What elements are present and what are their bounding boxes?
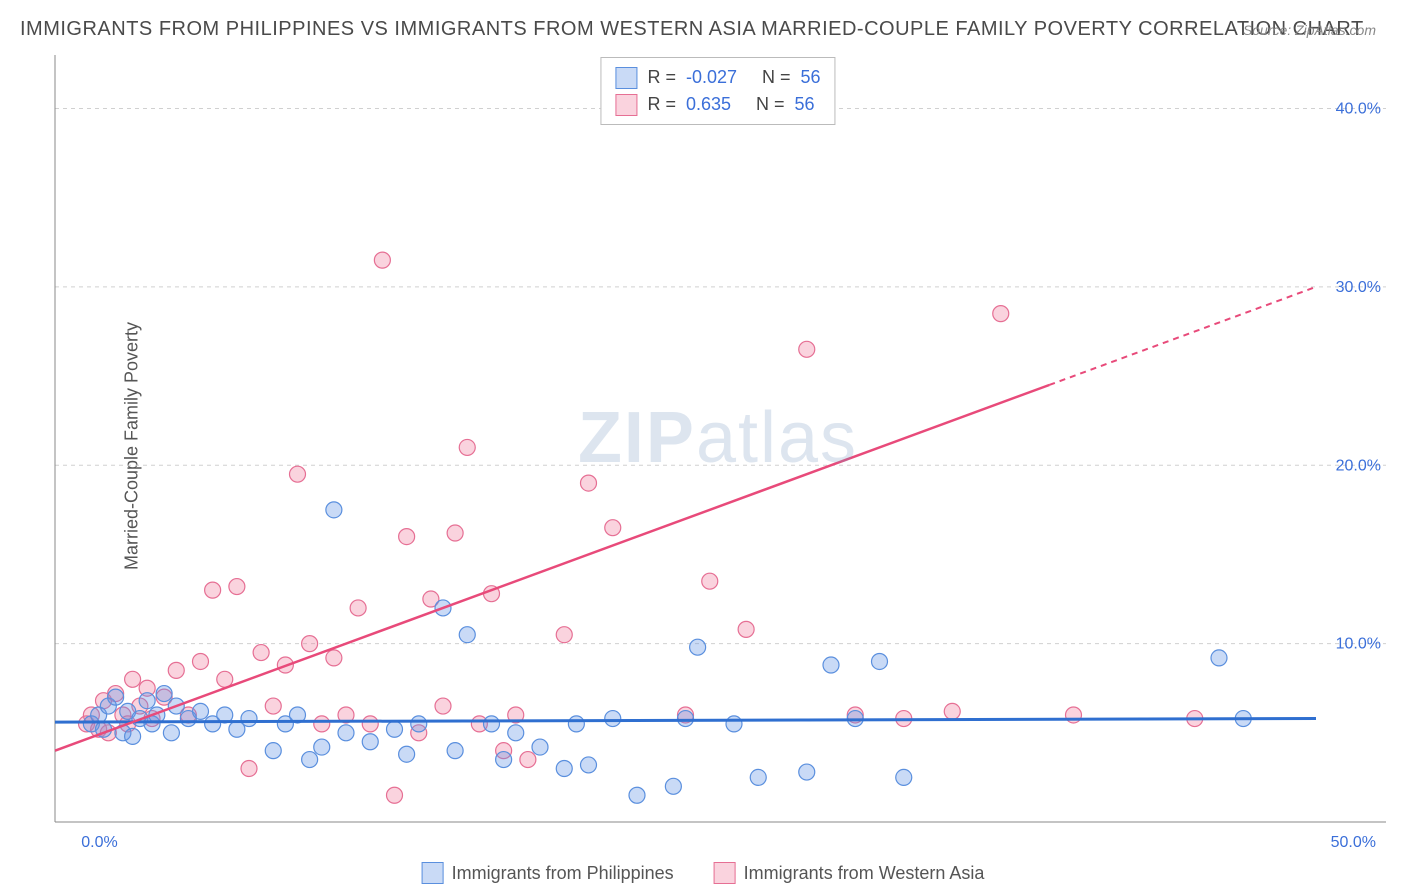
chart-title: IMMIGRANTS FROM PHILIPPINES VS IMMIGRANT…	[20, 18, 1364, 41]
legend-label-1: Immigrants from Philippines	[452, 863, 674, 884]
stats-box: R = -0.027 N = 56 R = 0.635 N = 56	[600, 57, 835, 125]
swatch-series1-icon	[615, 67, 637, 89]
stats-row-1: R = -0.027 N = 56	[615, 64, 820, 91]
legend-item-1: Immigrants from Philippines	[422, 862, 674, 884]
svg-text:20.0%: 20.0%	[1336, 457, 1381, 474]
n-value-2: 56	[795, 91, 815, 118]
scatter-chart: 10.0% 20.0% 30.0% 40.0% 0.0% 50.0%	[50, 55, 1386, 852]
legend-swatch-1-icon	[422, 862, 444, 884]
n-label-1: N =	[762, 64, 791, 91]
swatch-series2-icon	[615, 94, 637, 116]
r-value-1: -0.027	[686, 64, 737, 91]
chart-area: 10.0%20.0%30.0%40.0%0.0%50.0% ZIPatlas R…	[50, 55, 1386, 852]
r-value-2: 0.635	[686, 91, 731, 118]
stats-row-2: R = 0.635 N = 56	[615, 91, 820, 118]
svg-text:30.0%: 30.0%	[1336, 279, 1381, 296]
r-label-1: R =	[647, 64, 676, 91]
legend-swatch-2-icon	[714, 862, 736, 884]
legend: Immigrants from Philippines Immigrants f…	[422, 862, 985, 884]
source-attribution: Source: ZipAtlas.com	[1243, 22, 1376, 38]
svg-text:50.0%: 50.0%	[1331, 834, 1376, 851]
n-label-2: N =	[756, 91, 785, 118]
r-label-2: R =	[647, 91, 676, 118]
svg-text:10.0%: 10.0%	[1336, 636, 1381, 653]
legend-label-2: Immigrants from Western Asia	[744, 863, 985, 884]
svg-text:40.0%: 40.0%	[1336, 101, 1381, 118]
svg-text:0.0%: 0.0%	[81, 834, 117, 851]
n-value-1: 56	[801, 64, 821, 91]
legend-item-2: Immigrants from Western Asia	[714, 862, 985, 884]
